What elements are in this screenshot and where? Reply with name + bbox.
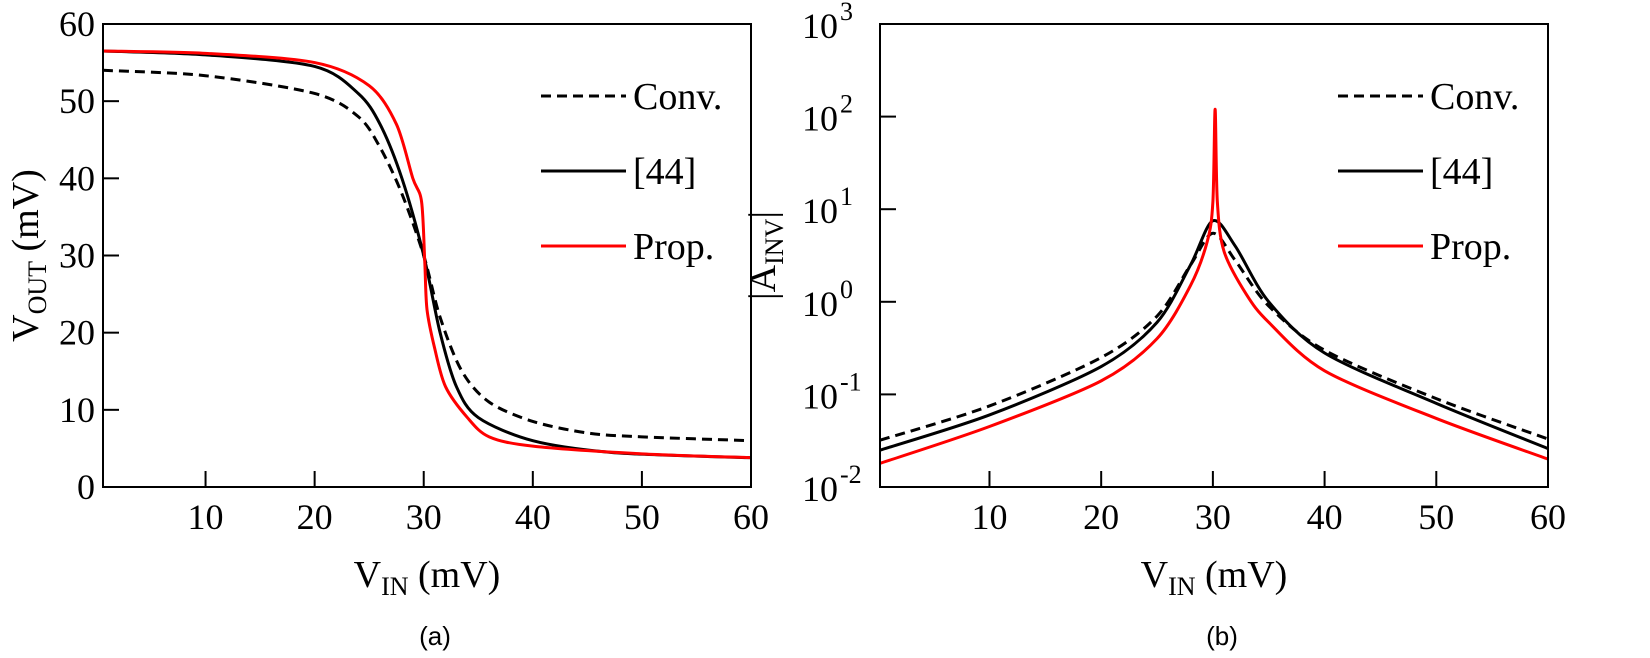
- y-tick-label: 40: [59, 158, 95, 198]
- x-tick-label: 30: [1195, 497, 1231, 537]
- legend-label: Prop.: [1430, 226, 1511, 268]
- y-axis-label: VOUT (mV): [5, 169, 52, 342]
- chart-transfer: Conv. [44] Prop. 10 20 30 40 50 60 0 10 20 30 40 50 60 V…: [5, 4, 769, 651]
- series-line-1: [879, 219, 1549, 452]
- y-tick-exponent: -1: [840, 367, 862, 396]
- x-tick-label: 60: [733, 497, 769, 537]
- y-tick-label: 60: [59, 4, 95, 44]
- y-tick-label: 10: [59, 390, 95, 430]
- series-line-2: [102, 49, 752, 460]
- x-axis-label: VIN (mV): [1141, 554, 1288, 601]
- x-tick-label: 10: [188, 497, 224, 537]
- y-tick-label: 10: [802, 376, 838, 416]
- x-tick-label: 60: [1530, 497, 1566, 537]
- series-line-2: [879, 107, 1549, 465]
- y-tick-exponent: 3: [840, 0, 853, 26]
- y-tick-label: 10: [802, 284, 838, 324]
- plot-frame: [879, 23, 1549, 488]
- x-axis-label: VIN (mV): [354, 554, 501, 601]
- y-tick-exponent: 0: [840, 275, 853, 304]
- y-tick-label: 10: [802, 191, 838, 231]
- x-tick-label: 40: [1307, 497, 1343, 537]
- x-tick-label: 20: [297, 497, 333, 537]
- legend-label: Conv.: [633, 76, 722, 118]
- x-tick-label: 40: [515, 497, 551, 537]
- y-tick-label: 10: [802, 469, 838, 509]
- y-tick-label: 10: [802, 99, 838, 139]
- x-tick-label: 50: [1418, 497, 1454, 537]
- y-tick-exponent: 2: [840, 90, 853, 119]
- legend-label: [44]: [1430, 151, 1493, 193]
- y-tick-label: 30: [59, 236, 95, 276]
- y-tick-exponent: 1: [840, 182, 853, 211]
- y-tick-exponent: -2: [840, 460, 862, 489]
- legend-label: Conv.: [1430, 76, 1519, 118]
- legend-label: [44]: [633, 151, 696, 193]
- y-tick-label: 0: [77, 467, 95, 507]
- y-axis-label: |AINV|: [742, 211, 789, 300]
- x-tick-label: 50: [624, 497, 660, 537]
- legend-label: Prop.: [633, 226, 714, 268]
- y-tick-label: 50: [59, 81, 95, 121]
- y-tick-label: 10: [802, 6, 838, 46]
- x-tick-label: 20: [1083, 497, 1119, 537]
- subfigure-caption: (a): [419, 621, 451, 651]
- subfigure-caption: (b): [1206, 621, 1238, 651]
- x-tick-label: 10: [971, 497, 1007, 537]
- x-tick-label: 30: [406, 497, 442, 537]
- y-tick-label: 20: [59, 313, 95, 353]
- series-line-0: [879, 231, 1549, 442]
